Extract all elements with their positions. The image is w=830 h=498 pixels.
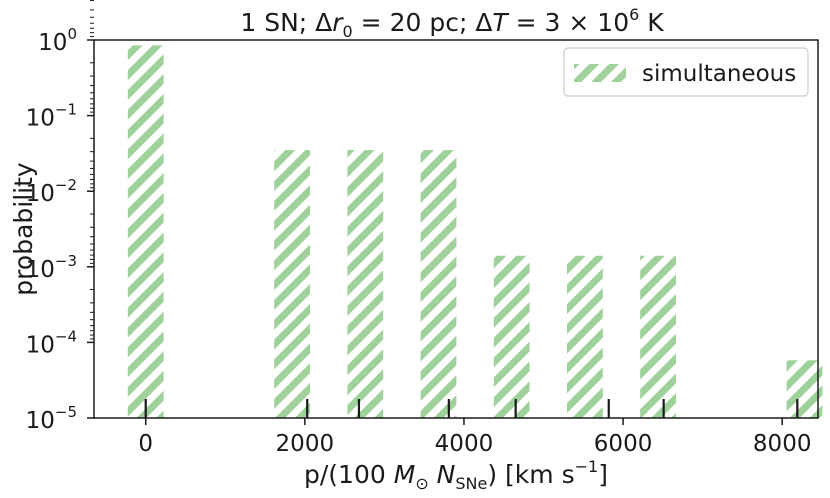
x-tick-label-3: 6000 <box>594 431 653 457</box>
y-tick-label-2: 10−2 <box>26 176 77 207</box>
x-axis-label: p/(100 M⊙ NSNe) [km s−1] <box>304 457 608 493</box>
x-tick-label-4: 8000 <box>753 431 812 457</box>
bar-1 <box>274 150 311 418</box>
bar-6 <box>640 255 676 418</box>
x-tick-label-1: 2000 <box>276 431 335 457</box>
rug-layer <box>144 399 799 418</box>
legend: simultaneous <box>563 47 809 97</box>
bar-2 <box>347 150 384 418</box>
y-axis-label: probability <box>9 162 38 296</box>
bars-layer <box>127 45 823 418</box>
y-axis: 100 10−1 10−2 10−3 10−4 10−5 <box>26 0 94 434</box>
bar-0 <box>127 45 164 418</box>
x-tick-label-2: 4000 <box>435 431 494 457</box>
bar-5 <box>566 255 603 418</box>
bar-7 <box>786 360 823 418</box>
legend-label-simultaneous: simultaneous <box>642 61 796 87</box>
bar-3 <box>420 150 457 418</box>
chart-title: 1 SN; Δr0 = 20 pc; ΔT = 3 × 106 K <box>240 5 664 41</box>
bar-4 <box>493 255 530 418</box>
y-tick-label-1: 10−1 <box>26 101 77 132</box>
legend-box <box>563 47 809 97</box>
y-tick-label-4: 10−4 <box>26 327 77 358</box>
x-tick-label-0: 0 <box>138 431 153 457</box>
plot-frame <box>93 39 819 419</box>
y-tick-label-0: 100 <box>38 25 77 56</box>
legend-swatch <box>574 64 626 82</box>
y-tick-label-3: 10−3 <box>26 252 77 283</box>
x-axis: 0 2000 4000 6000 8000 <box>138 418 811 457</box>
y-tick-label-5: 10−5 <box>26 403 77 434</box>
